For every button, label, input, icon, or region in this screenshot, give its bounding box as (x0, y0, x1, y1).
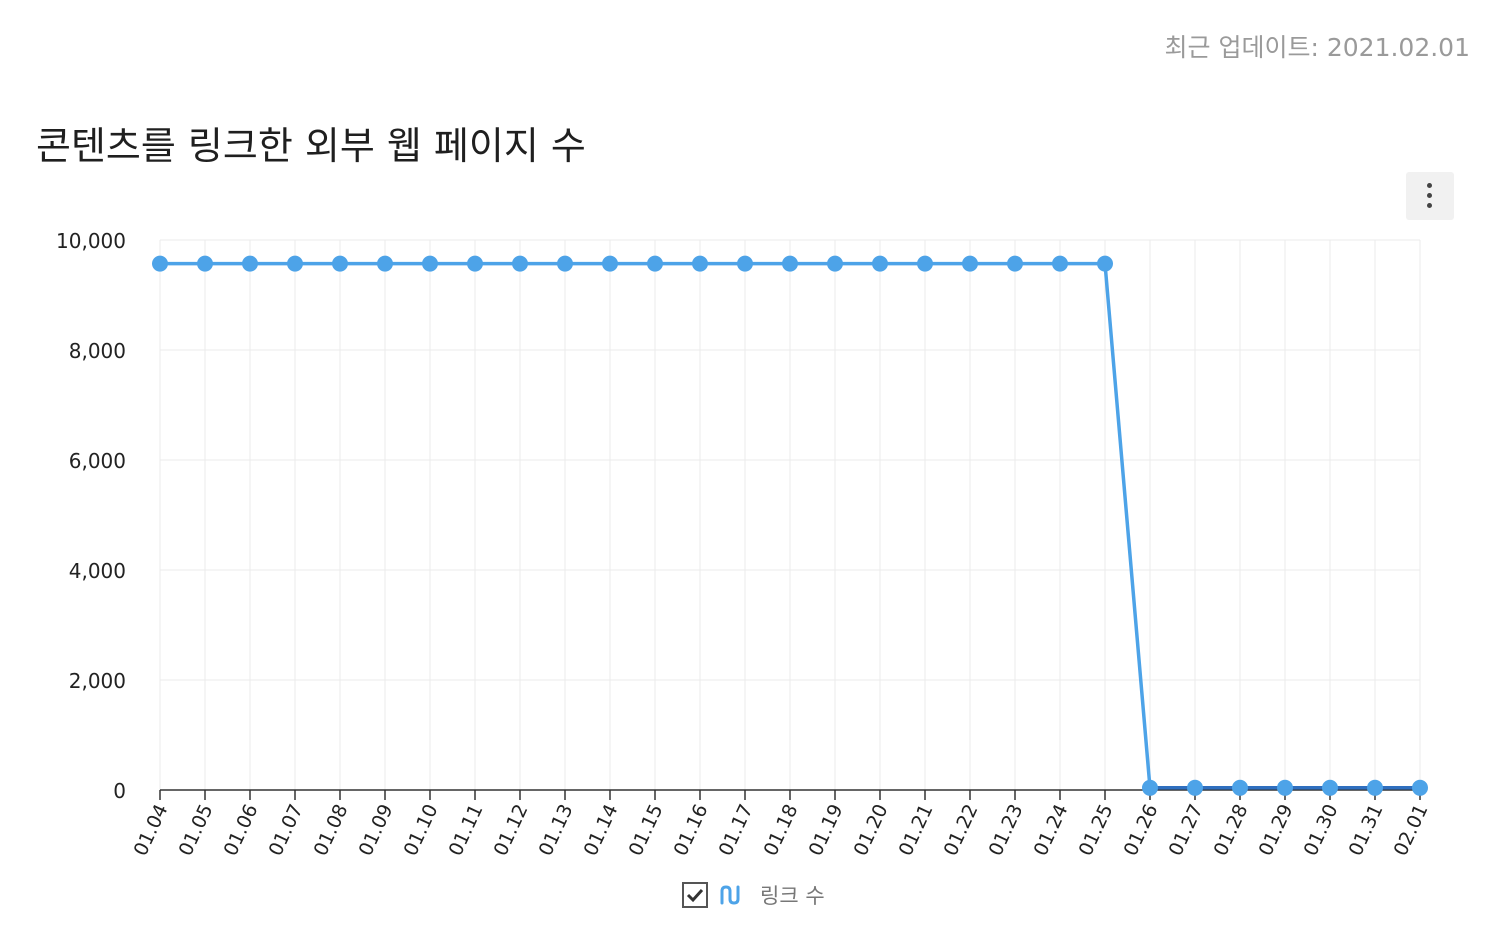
x-tick-label: 01.22 (940, 801, 983, 860)
data-point (1097, 255, 1113, 272)
x-tick-label: 01.06 (220, 801, 263, 860)
y-tick-label: 2,000 (69, 669, 126, 693)
chart-menu-button[interactable] (1406, 172, 1454, 220)
data-point (827, 255, 843, 272)
data-point (287, 255, 303, 272)
data-point (1412, 779, 1428, 796)
data-point (512, 255, 528, 272)
x-tick-label: 01.24 (1030, 801, 1073, 860)
line-series-icon (720, 885, 740, 905)
data-point (1277, 779, 1293, 796)
x-tick-label: 01.26 (1120, 801, 1163, 860)
x-tick-label: 01.14 (580, 801, 623, 860)
data-point (692, 255, 708, 272)
x-tick-label: 02.01 (1390, 801, 1433, 860)
x-tick-label: 01.19 (805, 801, 848, 860)
more-vertical-icon (1427, 183, 1433, 209)
data-point (557, 255, 573, 272)
y-tick-label: 8,000 (69, 339, 126, 363)
data-point (1052, 255, 1068, 272)
x-tick-label: 01.28 (1210, 801, 1253, 860)
x-tick-label: 01.15 (625, 801, 668, 860)
last-updated-text: 최근 업데이트: 2021.02.01 (1164, 33, 1470, 62)
x-tick-label: 01.18 (760, 801, 803, 860)
data-point (1367, 779, 1383, 796)
legend-label: 링크 수 (760, 884, 825, 908)
data-point (332, 255, 348, 272)
data-point (152, 255, 168, 272)
data-point (782, 255, 798, 272)
x-tick-label: 01.07 (265, 801, 308, 860)
x-tick-label: 01.31 (1345, 801, 1388, 860)
data-point (197, 255, 213, 272)
data-point (242, 255, 258, 272)
data-point (872, 255, 888, 272)
checkbox-checked-icon (686, 888, 704, 903)
x-tick-label: 01.17 (715, 801, 758, 860)
x-tick-label: 01.20 (850, 801, 893, 860)
legend-checkbox[interactable] (682, 882, 708, 908)
data-point (917, 255, 933, 272)
x-tick-label: 01.09 (355, 801, 398, 860)
x-tick-label: 01.27 (1165, 801, 1208, 860)
data-point (422, 255, 438, 272)
chart-legend: 링크 수 (682, 880, 825, 910)
data-point (1322, 779, 1338, 796)
y-tick-label: 6,000 (69, 449, 126, 473)
x-tick-label: 01.05 (175, 801, 218, 860)
x-tick-label: 01.30 (1300, 801, 1343, 860)
x-tick-label: 01.23 (985, 801, 1028, 860)
x-tick-label: 01.29 (1255, 801, 1298, 860)
data-point (647, 255, 663, 272)
data-point (1007, 255, 1023, 272)
data-point (377, 255, 393, 272)
x-tick-label: 01.08 (310, 801, 353, 860)
y-tick-label: 0 (113, 779, 126, 803)
data-point (962, 255, 978, 272)
data-point (602, 255, 618, 272)
x-tick-label: 01.16 (670, 801, 713, 860)
data-point (467, 255, 483, 272)
x-tick-label: 01.11 (445, 801, 488, 860)
y-tick-label: 4,000 (69, 559, 126, 583)
data-point (1187, 779, 1203, 796)
x-tick-label: 01.21 (895, 801, 938, 860)
x-tick-label: 01.25 (1075, 801, 1118, 860)
data-point (1142, 779, 1158, 796)
page-title: 콘텐츠를 링크한 외부 웹 페이지 수 (36, 124, 586, 169)
x-tick-label: 01.12 (490, 801, 533, 860)
y-tick-label: 10,000 (56, 229, 126, 253)
data-point (737, 255, 753, 272)
x-tick-label: 01.13 (535, 801, 578, 860)
x-tick-label: 01.04 (130, 801, 173, 860)
data-point (1232, 779, 1248, 796)
x-tick-label: 01.10 (400, 801, 443, 860)
